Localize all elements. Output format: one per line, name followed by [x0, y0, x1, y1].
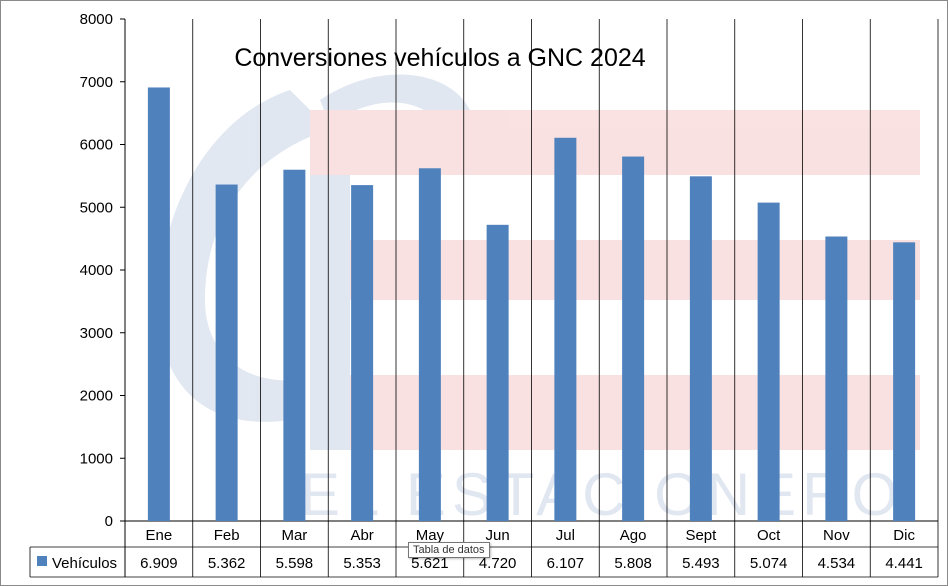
bar [689, 176, 712, 521]
watermark-arc [320, 74, 470, 125]
x-tick-label: Feb [214, 527, 240, 544]
table-value: 5.808 [614, 555, 652, 572]
bar [757, 202, 780, 521]
y-tick-label: 1000 [80, 450, 113, 467]
table-value: 6.107 [547, 555, 585, 572]
y-tick-label: 8000 [80, 11, 113, 28]
y-tick-label: 0 [105, 513, 113, 530]
watermark: EL ESTACIONERO [158, 74, 920, 528]
y-tick-label: 5000 [80, 199, 113, 216]
watermark-blue-block [310, 175, 350, 450]
chart-title: Conversiones vehículos a GNC 2024 [234, 44, 645, 72]
bar [215, 184, 238, 522]
x-tick-label: Dic [893, 527, 915, 544]
y-tick-label: 7000 [80, 74, 113, 91]
y-tick-labels: 0 1000 2000 3000 4000 5000 6000 7000 8000 [80, 11, 113, 530]
y-tick-label: 4000 [80, 262, 113, 279]
x-tick-label: Oct [757, 527, 781, 544]
data-table: Vehículos 6.909 5.362 5.598 5.353 5.621 4.720 6… [29, 546, 938, 578]
table-value: 5.493 [682, 555, 720, 572]
table-value: 5.074 [750, 555, 788, 572]
table-value: 5.362 [208, 555, 246, 572]
table-value: 5.353 [343, 555, 381, 572]
bar [351, 185, 374, 521]
table-value: 5.621 [411, 555, 449, 572]
y-tick-label: 2000 [80, 388, 113, 405]
tooltip: Tabla de datos [408, 542, 490, 558]
watermark-red-band-1 [310, 110, 920, 175]
bar [554, 137, 577, 521]
bar [622, 156, 645, 521]
x-tick-label: May [416, 527, 445, 544]
watermark-text: EL ESTACIONERO [300, 461, 904, 528]
bar [486, 224, 509, 521]
x-tick-label: Ago [620, 527, 647, 544]
y-tick-label: 3000 [80, 325, 113, 342]
table-value: 4.441 [885, 555, 923, 572]
bar [825, 236, 848, 521]
table-value: 4.720 [479, 555, 517, 572]
watermark-swoosh [158, 90, 330, 422]
x-tick-label: Abr [350, 527, 373, 544]
watermark-red-band-3 [310, 375, 920, 450]
bars [147, 87, 916, 522]
x-tick-label: Nov [823, 527, 850, 544]
table-value: 6.909 [140, 555, 178, 572]
bar [147, 87, 170, 521]
y-tick-label: 6000 [80, 137, 113, 154]
x-tick-label: Ene [146, 527, 173, 544]
axes [120, 18, 938, 577]
table-value: 4.534 [818, 555, 856, 572]
x-tick-label: Jun [486, 527, 510, 544]
bar [893, 242, 916, 521]
legend-series-name: Vehículos [52, 555, 117, 572]
watermark-red-band-2 [310, 240, 920, 300]
x-tick-label: Mar [281, 527, 307, 544]
bar [418, 168, 441, 521]
x-tick-label: Sept [685, 527, 717, 544]
x-tick-label: Jul [556, 527, 575, 544]
table-value: 5.598 [276, 555, 314, 572]
gridlines [192, 19, 939, 577]
legend-swatch [37, 556, 47, 566]
bar [283, 169, 306, 521]
category-labels: Ene Feb Mar Abr May Jun Jul Ago Sept Oct Nov Dic [146, 527, 916, 544]
